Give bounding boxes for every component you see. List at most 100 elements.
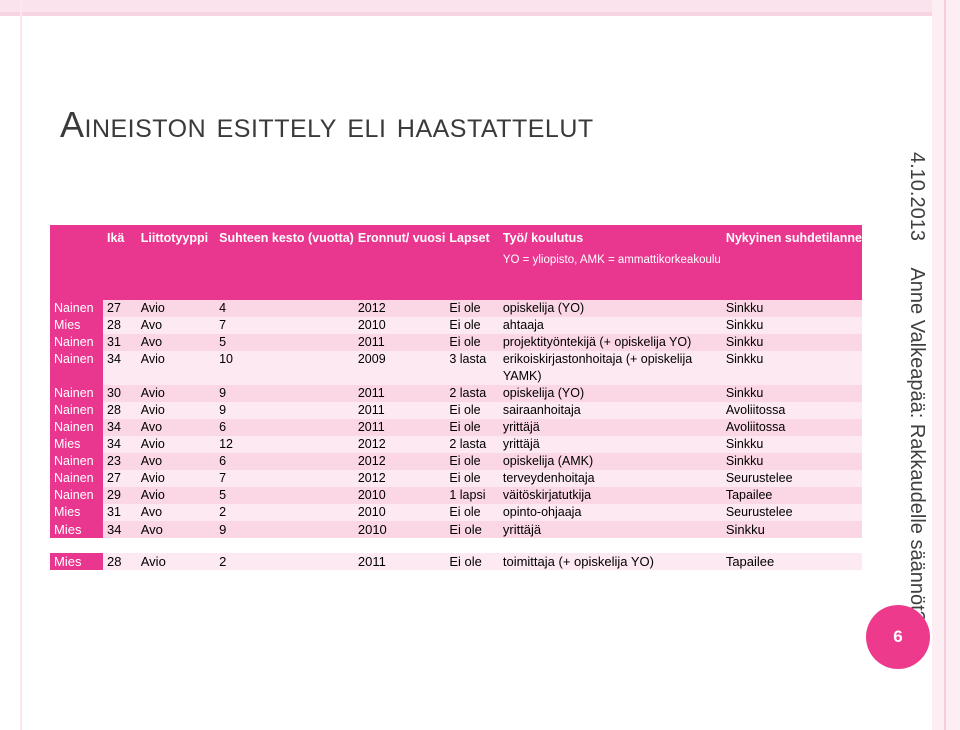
- table-gap-cell: [50, 538, 862, 553]
- cell-union-type: Avo: [136, 334, 216, 351]
- cell-work: yrittäjä: [498, 436, 722, 453]
- cell-union-type: Avo: [136, 521, 216, 538]
- top-decorative-stripe: [0, 0, 960, 12]
- table-header-row: Ikä Liittotyyppi Suhteen kesto (vuotta) …: [50, 225, 862, 300]
- cell-gender: Nainen: [50, 470, 103, 487]
- table-row: Nainen 34 Avo 6 2011 Ei ole yrittäjä Avoliitoss…: [50, 419, 862, 436]
- cell-gender: Nainen: [50, 300, 103, 317]
- cell-age: 30: [103, 385, 137, 402]
- side-author: Anne Valkeapää: Rakkaudelle säännöt?: [906, 267, 928, 622]
- header-union-type: Liittotyyppi: [136, 225, 216, 300]
- cell-work: erikoiskirjastonhoitaja (+ opiskelija YA…: [498, 351, 722, 385]
- cell-age: 34: [103, 351, 137, 385]
- cell-work: opiskelija (YO): [498, 385, 722, 402]
- cell-children: Ei ole: [445, 553, 499, 570]
- side-footer: 4.10.2013 Anne Valkeapää: Rakkaudelle sä…: [898, 152, 938, 622]
- cell-gender: Mies: [50, 553, 103, 570]
- page-number-badge: 6: [866, 605, 930, 669]
- cell-duration: 5: [215, 487, 354, 504]
- side-date: 4.10.2013: [906, 152, 928, 241]
- cell-union-type: Avio: [136, 385, 216, 402]
- cell-gender: Nainen: [50, 402, 103, 419]
- cell-divorced-year: 2011: [353, 553, 446, 570]
- cell-gender: Mies: [50, 436, 103, 453]
- header-cell-empty: [50, 225, 103, 300]
- cell-children: Ei ole: [445, 453, 499, 470]
- cell-work: opiskelija (YO): [498, 300, 722, 317]
- cell-current-status: Seurustelee: [721, 504, 862, 521]
- cell-work: opiskelija (AMK): [498, 453, 722, 470]
- cell-age: 27: [103, 300, 137, 317]
- header-age: Ikä: [103, 225, 137, 300]
- top-decorative-stripe-accent: [0, 12, 960, 16]
- cell-children: Ei ole: [445, 521, 499, 538]
- cell-work: yrittäjä: [498, 419, 722, 436]
- left-decorative-rule: [20, 0, 22, 730]
- cell-union-type: Avo: [136, 419, 216, 436]
- cell-current-status: Sinkku: [721, 334, 862, 351]
- cell-divorced-year: 2011: [353, 334, 446, 351]
- cell-duration: 9: [215, 402, 354, 419]
- cell-duration: 5: [215, 334, 354, 351]
- cell-union-type: Avio: [136, 553, 216, 570]
- cell-children: 3 lasta: [445, 351, 499, 385]
- cell-duration: 7: [215, 470, 354, 487]
- cell-current-status: Sinkku: [721, 436, 862, 453]
- cell-divorced-year: 2011: [353, 385, 446, 402]
- table-row: Nainen 30 Avio 9 2011 2 lasta opiskelija (YO) S…: [50, 385, 862, 402]
- cell-work: toimittaja (+ opiskelija YO): [498, 553, 722, 570]
- header-current-status: Nykyinen suhdetilanne: [721, 225, 862, 300]
- cell-current-status: Sinkku: [721, 521, 862, 538]
- cell-union-type: Avo: [136, 317, 216, 334]
- cell-gender: Nainen: [50, 487, 103, 504]
- cell-gender: Mies: [50, 504, 103, 521]
- cell-divorced-year: 2010: [353, 317, 446, 334]
- cell-duration: 2: [215, 504, 354, 521]
- cell-union-type: Avio: [136, 470, 216, 487]
- cell-divorced-year: 2012: [353, 300, 446, 317]
- header-work-note: YO = yliopisto, AMK = ammattikorkeakoulu: [502, 254, 721, 266]
- cell-children: Ei ole: [445, 317, 499, 334]
- cell-current-status: Sinkku: [721, 351, 862, 385]
- cell-divorced-year: 2012: [353, 436, 446, 453]
- cell-divorced-year: 2010: [353, 487, 446, 504]
- cell-age: 27: [103, 470, 137, 487]
- cell-current-status: Tapailee: [721, 487, 862, 504]
- cell-work: ahtaaja: [498, 317, 722, 334]
- cell-children: Ei ole: [445, 402, 499, 419]
- cell-children: Ei ole: [445, 470, 499, 487]
- cell-divorced-year: 2010: [353, 521, 446, 538]
- cell-age: 29: [103, 487, 137, 504]
- cell-age: 34: [103, 521, 137, 538]
- cell-union-type: Avio: [136, 402, 216, 419]
- cell-age: 34: [103, 436, 137, 453]
- cell-current-status: Tapailee: [721, 553, 862, 570]
- cell-current-status: Avoliitossa: [721, 402, 862, 419]
- cell-children: Ei ole: [445, 419, 499, 436]
- cell-children: Ei ole: [445, 300, 499, 317]
- cell-divorced-year: 2012: [353, 453, 446, 470]
- header-work-label: Työ/ koulutus: [502, 231, 584, 245]
- table-row: Mies 28 Avo 7 2010 Ei ole ahtaaja Sinkku: [50, 317, 862, 334]
- cell-divorced-year: 2012: [353, 470, 446, 487]
- header-work: Työ/ koulutus YO = yliopisto, AMK = amma…: [498, 225, 722, 300]
- cell-duration: 6: [215, 453, 354, 470]
- table-row: Mies 34 Avo 9 2010 Ei ole yrittäjä Sinkku: [50, 521, 862, 538]
- cell-union-type: Avio: [136, 300, 216, 317]
- cell-age: 23: [103, 453, 137, 470]
- table-row: Nainen 29 Avio 5 2010 1 lapsi väitöskirjatutki…: [50, 487, 862, 504]
- cell-children: 2 lasta: [445, 385, 499, 402]
- cell-gender: Mies: [50, 317, 103, 334]
- cell-age: 31: [103, 334, 137, 351]
- cell-current-status: Sinkku: [721, 317, 862, 334]
- cell-age: 28: [103, 317, 137, 334]
- cell-duration: 10: [215, 351, 354, 385]
- cell-age: 28: [103, 553, 137, 570]
- cell-union-type: Avio: [136, 351, 216, 385]
- table-row: Mies 34 Avio 12 2012 2 lasta yrittäjä Sinkku: [50, 436, 862, 453]
- cell-union-type: Avio: [136, 436, 216, 453]
- table-row: Nainen 27 Avio 7 2012 Ei ole terveydenhoitaja S…: [50, 470, 862, 487]
- cell-work: terveydenhoitaja: [498, 470, 722, 487]
- cell-duration: 6: [215, 419, 354, 436]
- cell-duration: 9: [215, 385, 354, 402]
